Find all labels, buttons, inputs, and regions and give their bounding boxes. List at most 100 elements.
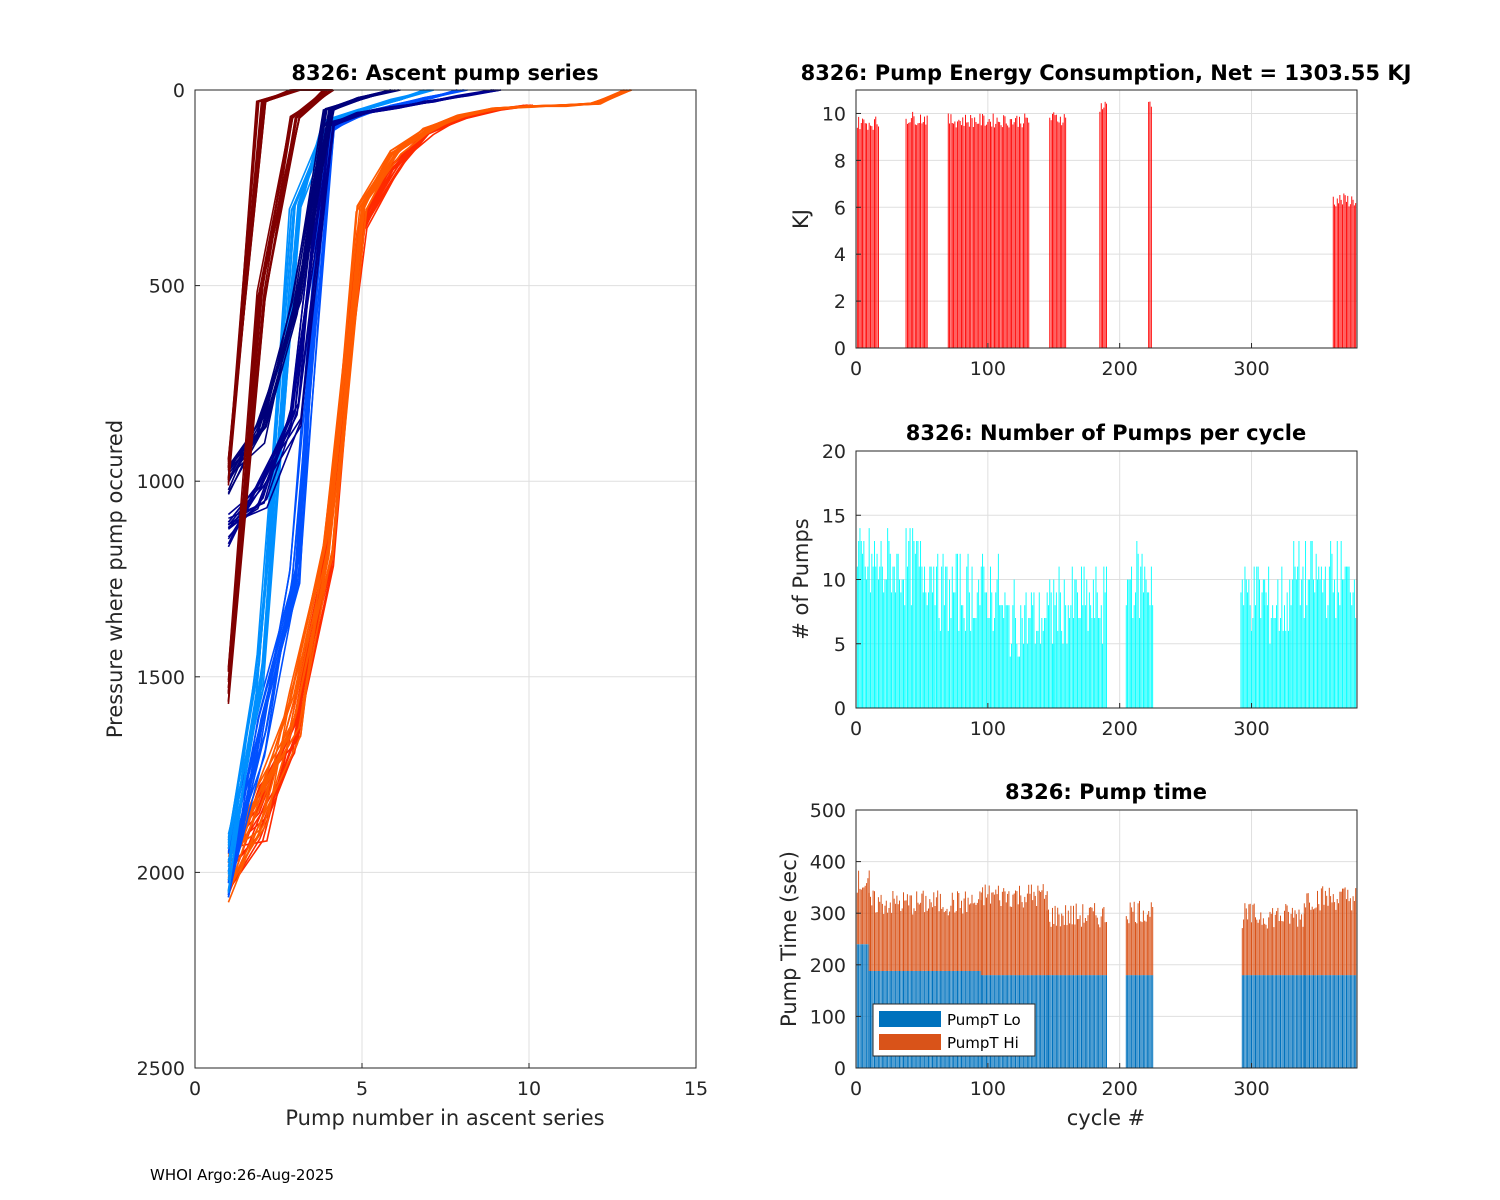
bar-lo — [1264, 975, 1266, 1068]
bar — [1294, 566, 1296, 708]
bar-hi — [1069, 923, 1071, 976]
bar — [1058, 566, 1060, 708]
bar — [1332, 592, 1334, 708]
bar — [933, 566, 935, 708]
bar-lo — [1036, 975, 1038, 1068]
bar — [1059, 592, 1061, 708]
bar-hi — [1266, 928, 1268, 976]
bar — [1003, 618, 1005, 708]
bar-lo — [1065, 975, 1067, 1068]
bar — [883, 592, 885, 708]
bar — [897, 553, 899, 708]
bar-hi — [1073, 905, 1074, 976]
bar-hi — [862, 887, 864, 945]
bar — [1024, 113, 1026, 348]
bar — [1328, 566, 1330, 708]
bar — [967, 122, 969, 348]
bar-hi — [1261, 924, 1263, 976]
bar — [1005, 123, 1007, 348]
bar-hi — [949, 911, 951, 971]
bar-hi — [1022, 907, 1024, 976]
bar — [1285, 630, 1287, 708]
bar — [1026, 117, 1028, 348]
bar — [1149, 605, 1151, 708]
bar-lo — [1073, 975, 1074, 1068]
bar-hi — [1042, 884, 1044, 976]
bar — [1251, 630, 1253, 708]
bar — [1340, 541, 1342, 708]
pumptime-legend[interactable]: PumpT Lo PumpT Hi — [872, 1003, 1036, 1057]
x-tick-label: 0 — [850, 718, 862, 740]
bar — [1052, 643, 1053, 709]
bar — [1257, 566, 1259, 708]
bar — [1139, 618, 1140, 708]
bar-hi — [860, 889, 862, 945]
bar — [1011, 119, 1013, 348]
bar — [1255, 605, 1256, 708]
bar-hi — [1029, 893, 1031, 976]
bar-lo — [1340, 975, 1342, 1068]
bar — [1024, 605, 1026, 708]
bar-hi — [953, 899, 955, 971]
bar-hi — [1091, 907, 1093, 976]
bar-lo — [1326, 975, 1328, 1068]
bar-hi — [1255, 917, 1256, 976]
bar-lo — [1291, 975, 1293, 1068]
bar-hi — [1260, 912, 1262, 976]
bar — [1342, 579, 1343, 708]
bar-hi — [904, 900, 906, 971]
bar-lo — [1280, 975, 1281, 1068]
bar-lo — [1136, 975, 1138, 1068]
bar — [1150, 106, 1152, 348]
bar-hi — [1052, 907, 1053, 976]
bar — [994, 127, 995, 349]
bar-lo — [1310, 975, 1312, 1068]
energy-ticks: 0 100 200 300 0 2 4 6 8 10 — [822, 103, 1270, 380]
bar-lo — [1067, 975, 1069, 1068]
bar — [954, 121, 956, 348]
bar — [925, 124, 927, 348]
bar-lo — [1269, 975, 1271, 1068]
bar-hi — [937, 890, 939, 971]
bar — [928, 592, 930, 708]
bar — [1276, 605, 1278, 708]
bar — [870, 125, 871, 348]
bar-hi — [1032, 900, 1034, 976]
bar — [970, 115, 972, 348]
bar-hi — [1040, 892, 1042, 976]
bar-hi — [912, 914, 914, 971]
bar-hi — [928, 908, 929, 971]
bar — [1037, 630, 1039, 708]
bar-hi — [1058, 914, 1060, 976]
bar-hi — [933, 892, 935, 971]
bar — [1133, 605, 1135, 708]
bar-hi — [1129, 902, 1131, 976]
bar-lo — [1303, 975, 1305, 1068]
bar-lo — [860, 944, 862, 1068]
bar — [1146, 592, 1148, 708]
bar — [1261, 592, 1263, 708]
bar — [990, 566, 991, 708]
bar-hi — [879, 901, 881, 971]
bar-lo — [1038, 975, 1040, 1068]
bar-hi — [1320, 888, 1322, 976]
bar-hi — [1135, 922, 1136, 976]
bar — [860, 123, 862, 348]
bar — [1048, 605, 1049, 708]
bar — [999, 605, 1001, 708]
bar — [1029, 618, 1031, 708]
bar-hi — [1000, 906, 1002, 976]
bar — [912, 111, 914, 349]
bar — [918, 566, 920, 708]
bar-lo — [1301, 975, 1303, 1068]
bar — [901, 579, 903, 708]
bar-lo — [1335, 975, 1337, 1068]
bar — [988, 618, 990, 708]
bar-hi — [1352, 896, 1354, 976]
x-tick-label: 15 — [684, 1078, 708, 1100]
bar — [891, 592, 893, 708]
bar — [1265, 592, 1267, 708]
bar-hi — [1309, 902, 1310, 976]
bar-lo — [1077, 975, 1078, 1068]
bar — [1092, 579, 1094, 708]
